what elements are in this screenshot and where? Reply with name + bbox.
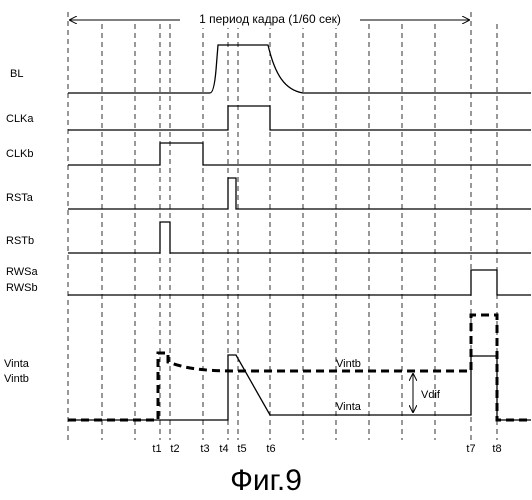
label-clkb: CLKb bbox=[6, 148, 34, 160]
wave-bl bbox=[68, 45, 531, 93]
curve-annotations: Vintb Vinta Vdif bbox=[336, 358, 441, 413]
label-rwsa: RWSa bbox=[6, 266, 38, 278]
anno-vintb: Vintb bbox=[336, 358, 361, 370]
time-markers: t1 t2 t3 t4 t5 t6 t7 t8 bbox=[152, 443, 501, 455]
wave-vintb bbox=[68, 315, 531, 420]
wave-clka bbox=[68, 106, 531, 130]
wave-clkb bbox=[68, 143, 531, 165]
period-label: 1 период кадра (1/60 сек) bbox=[199, 12, 341, 26]
wave-rstb bbox=[68, 222, 531, 253]
grid-lines bbox=[68, 12, 497, 440]
frame-period: 1 период кадра (1/60 сек) bbox=[70, 8, 469, 28]
label-bl: BL bbox=[10, 68, 23, 80]
label-rwsb: RWSb bbox=[6, 282, 38, 294]
time-label-t1: t1 bbox=[152, 443, 161, 455]
label-rsta: RSTa bbox=[6, 192, 34, 204]
time-label-t7: t7 bbox=[466, 443, 475, 455]
time-label-t8: t8 bbox=[492, 443, 501, 455]
anno-vinta: Vinta bbox=[336, 401, 362, 413]
time-label-t4: t4 bbox=[219, 443, 228, 455]
label-vinta: Vinta bbox=[4, 358, 30, 370]
waveforms bbox=[68, 45, 531, 420]
signal-labels: BL CLKa CLKb RSTa RSTb RWSa RWSb Vinta V… bbox=[4, 68, 38, 385]
anno-vdif: Vdif bbox=[421, 389, 441, 401]
time-label-t5: t5 bbox=[237, 443, 246, 455]
time-label-t6: t6 bbox=[266, 443, 275, 455]
label-vintb: Vintb bbox=[4, 373, 29, 385]
label-rstb: RSTb bbox=[6, 235, 34, 247]
time-label-t3: t3 bbox=[200, 443, 209, 455]
wave-rsta bbox=[68, 178, 531, 209]
label-clka: CLKa bbox=[6, 113, 34, 125]
wave-vinta bbox=[68, 355, 531, 420]
figure-caption: Фиг.9 bbox=[230, 464, 302, 497]
wave-rws bbox=[68, 270, 531, 295]
time-label-t2: t2 bbox=[170, 443, 179, 455]
